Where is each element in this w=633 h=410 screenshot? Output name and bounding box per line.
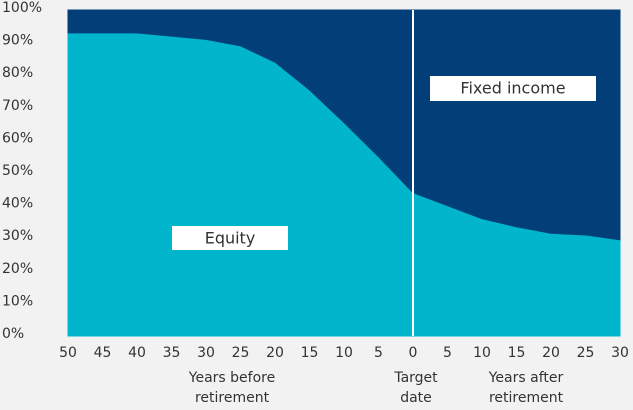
x-tick-label: 30	[197, 345, 215, 361]
y-tick-label: 50%	[2, 163, 33, 179]
series-label: Equity	[205, 229, 256, 248]
x-group-label: retirement	[489, 390, 564, 406]
x-tick-label: 50	[59, 345, 77, 361]
x-tick-label: 5	[443, 345, 452, 361]
x-tick-label: 35	[163, 345, 181, 361]
x-group-label: date	[400, 390, 432, 406]
y-tick-label: 100%	[2, 0, 42, 16]
y-tick-label: 20%	[2, 261, 33, 277]
x-tick-label: 10	[335, 345, 353, 361]
x-group-label: Years after	[488, 370, 564, 386]
x-tick-label: 5	[374, 345, 383, 361]
x-tick-label: 15	[508, 345, 526, 361]
x-tick-label: 20	[542, 345, 560, 361]
y-tick-label: 30%	[2, 228, 33, 244]
y-tick-label: 70%	[2, 98, 33, 114]
x-group-label: retirement	[195, 390, 270, 406]
x-tick-label: 30	[611, 345, 629, 361]
plot-area	[67, 9, 621, 337]
label-box	[430, 76, 596, 101]
x-tick-label: 0	[409, 345, 418, 361]
x-tick-label: 10	[473, 345, 491, 361]
label-box	[172, 226, 288, 250]
y-tick-label: 90%	[2, 33, 33, 49]
area	[67, 9, 621, 241]
y-tick-label: 40%	[2, 196, 33, 212]
x-group-label: Years before	[188, 370, 275, 386]
x-tick-label: 25	[577, 345, 595, 361]
y-tick-label: 80%	[2, 65, 33, 81]
x-tick-label: 20	[266, 345, 284, 361]
y-tick-label: 60%	[2, 130, 33, 146]
series-label: Fixed income	[460, 79, 565, 98]
y-tick-label: 0%	[2, 326, 24, 342]
y-tick-label: 10%	[2, 293, 33, 309]
x-tick-label: 25	[232, 345, 250, 361]
x-tick-label: 40	[128, 345, 146, 361]
x-group-label: Target	[393, 370, 438, 386]
x-tick-label: 15	[301, 345, 319, 361]
x-tick-label: 45	[94, 345, 112, 361]
